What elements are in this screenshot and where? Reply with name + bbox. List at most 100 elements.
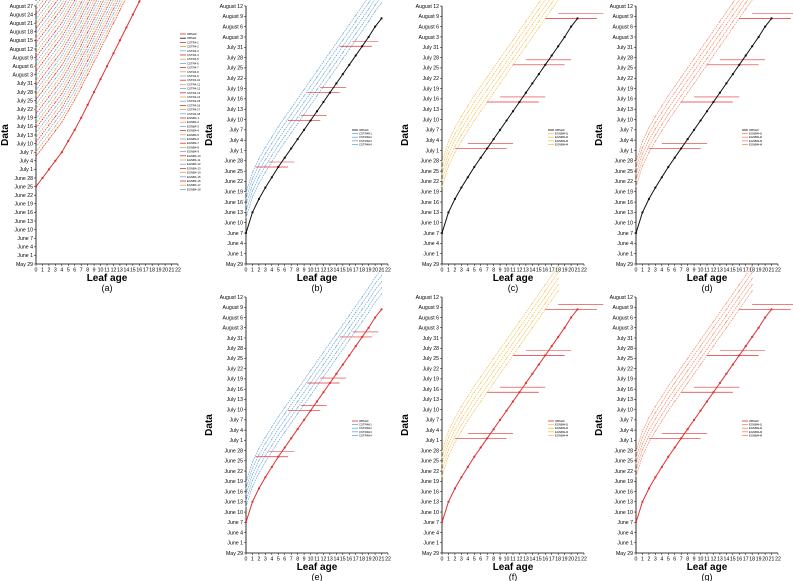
y-tick-label: July 10 [423, 117, 440, 123]
ensemble-point [41, 52, 44, 54]
ensemble-point [264, 461, 266, 463]
ensemble-point [719, 324, 721, 326]
ensemble-series-line [441, 284, 559, 471]
ensemble-point [54, 130, 56, 132]
reference-point [667, 165, 670, 169]
ensemble-point [271, 142, 273, 144]
ensemble-point [557, 278, 559, 280]
y-tick-label: July 7 [229, 128, 243, 134]
ensemble-point [661, 414, 663, 416]
ensemble-point [525, 311, 527, 313]
ensemble-point [41, 100, 44, 102]
ensemble-point [277, 440, 279, 442]
ensemble-point [303, 379, 305, 381]
ensemble-point [112, 3, 115, 5]
ensemble-point [732, 8, 734, 10]
ensemble-point [348, 327, 350, 329]
legend-entry: EGNB4-8 [187, 145, 199, 149]
ensemble-point [54, 45, 56, 47]
reference-point [731, 363, 734, 366]
legend-entry: EGNB4-9 [187, 150, 199, 154]
x-tick-label: 3 [264, 268, 267, 274]
x-tick-label: 0 [245, 557, 248, 563]
ensemble-series-line [245, 269, 382, 483]
reference-point [699, 409, 702, 412]
reference-point [315, 400, 319, 403]
x-tick-label: 18 [555, 557, 561, 563]
ensemble-point [74, 85, 76, 87]
x-tick-label: 15 [130, 268, 136, 274]
ensemble-point [674, 382, 676, 384]
ensemble-point [348, 24, 350, 26]
ensemble-point [54, 87, 56, 89]
ensemble-point [467, 117, 469, 120]
ensemble-point [348, 42, 350, 44]
ensemble-point [648, 435, 650, 437]
x-tick-label: 2 [257, 268, 260, 274]
ensemble-point [74, 32, 76, 35]
reference-point [290, 437, 293, 440]
reference-point [524, 91, 528, 94]
ensemble-point [80, 68, 82, 70]
ensemble-point [99, 5, 102, 7]
ensemble-point [454, 435, 456, 437]
ensemble-point [368, 8, 370, 10]
y-tick-label: June 13 [15, 219, 34, 225]
ensemble-point [531, 36, 533, 38]
y-tick-label: July 13 [227, 107, 244, 113]
x-tick-label: 3 [654, 557, 657, 563]
legend-entry: EGNB4H3 [749, 430, 763, 434]
ensemble-point [505, 345, 508, 347]
ensemble-point [467, 111, 469, 113]
reference-point [537, 363, 540, 366]
x-tick-label: 2 [257, 557, 260, 563]
ensemble-series-line [245, 275, 382, 489]
y-tick-label: June 28 [615, 159, 634, 165]
x-tick-label: 2 [453, 557, 456, 563]
ensemble-point [473, 107, 475, 109]
y-tick-label: May 29 [616, 551, 633, 557]
ensemble-point [99, 20, 102, 22]
ensemble-point [54, 63, 56, 66]
ensemble-point [699, 345, 702, 347]
ensemble-point [648, 127, 650, 129]
ensemble-point [48, 39, 50, 41]
y-tick-label: June 19 [421, 479, 440, 485]
ensemble-point [297, 400, 299, 402]
ensemble-point [687, 376, 689, 378]
x-tick-label: 16 [736, 557, 742, 563]
ensemble-point [93, 0, 95, 1]
x-tick-label: 3 [264, 557, 267, 563]
x-tick-label: 12 [517, 268, 523, 274]
ensemble-point [493, 364, 495, 366]
reference-point [34, 185, 38, 188]
y-tick-label: July 10 [423, 407, 440, 413]
ensemble-series-line [635, 272, 753, 458]
ensemble-point [297, 98, 299, 100]
ensemble-point [674, 92, 676, 94]
ensemble-point [725, 36, 727, 38]
y-tick-label: June 22 [15, 193, 34, 199]
y-tick-label: July 13 [227, 397, 244, 403]
reference-point [251, 211, 254, 214]
ensemble-point [505, 351, 508, 353]
ensemble-point [699, 73, 702, 75]
y-tick-label: June 10 [15, 227, 34, 233]
ensemble-point [654, 424, 656, 426]
reference-point [41, 176, 44, 180]
ensemble-point [693, 373, 695, 375]
legend-entry: OBSH1 [187, 36, 197, 40]
y-tick-label: June 22 [615, 469, 634, 475]
y-tick-label: July 7 [425, 418, 439, 424]
x-tick-label: 19 [366, 268, 372, 274]
ensemble-point [486, 367, 488, 369]
legend-entry: EGNB4H1 [749, 132, 763, 136]
ensemble-point [80, 30, 82, 32]
reference-point [302, 128, 306, 131]
ensemble-point [106, 11, 108, 13]
ensemble-point [454, 417, 456, 419]
y-axis-label: Data [594, 414, 605, 436]
ensemble-point [80, 49, 82, 51]
ensemble-point [80, 58, 82, 60]
ensemble-point [297, 413, 299, 415]
